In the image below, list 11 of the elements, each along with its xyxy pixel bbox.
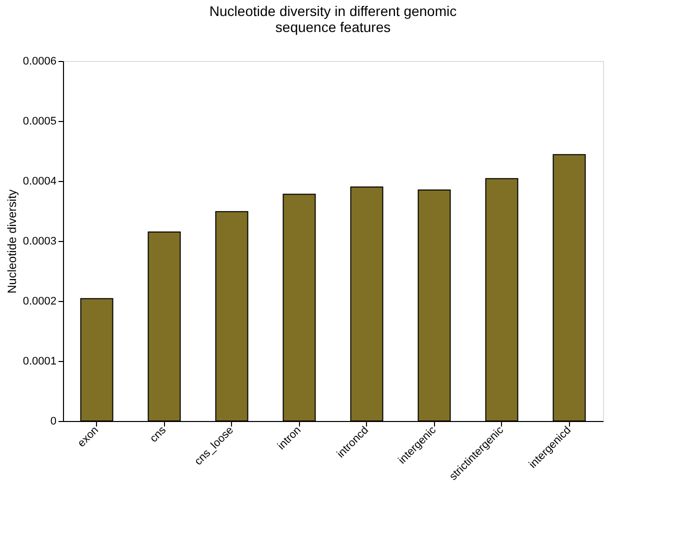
y-tick-label: 0.0004 [22, 176, 56, 188]
y-tick-label: 0.0005 [22, 116, 56, 128]
y-tick-label: 0.0006 [22, 56, 56, 68]
text: sequence features [275, 19, 391, 35]
y-tick-label: 0.0003 [22, 236, 56, 248]
y-tick-label: 0 [50, 416, 56, 428]
y-axis-title: Nucleotide diversity [4, 189, 19, 294]
y-tick-label: 0.0002 [22, 296, 56, 308]
y-tick-label: 0.0001 [22, 356, 56, 368]
text: Nucleotide diversity in different genomic [209, 3, 457, 19]
x-tick-label: cns [148, 424, 169, 445]
